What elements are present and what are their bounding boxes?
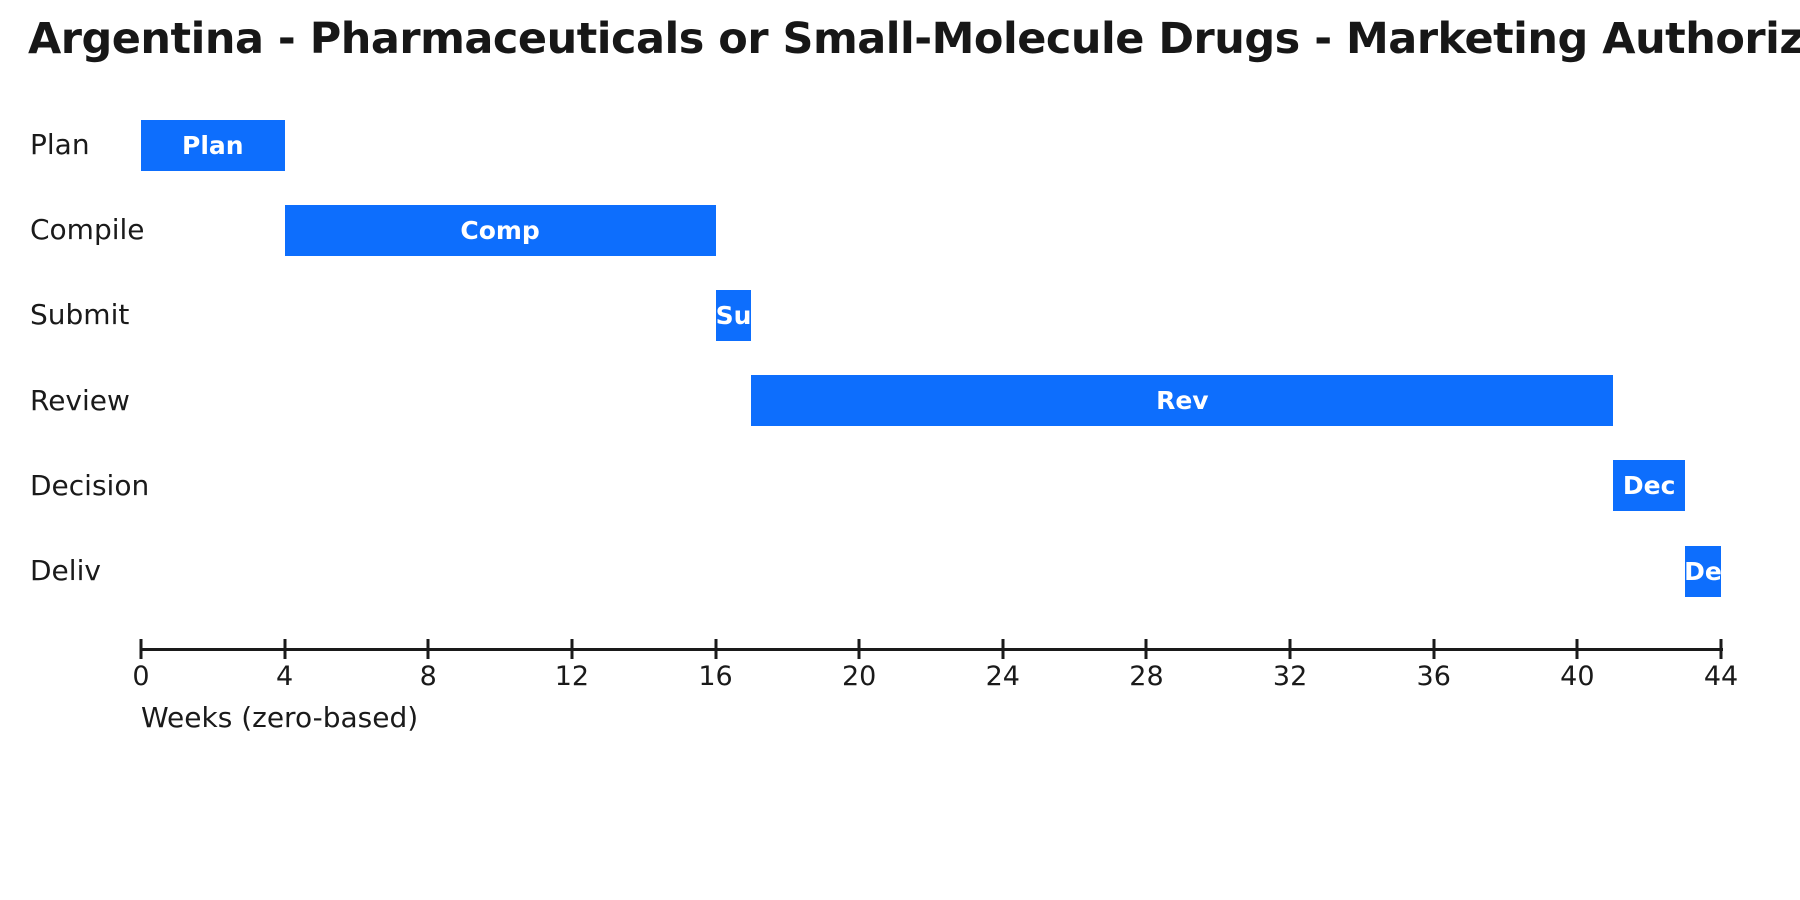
gantt-bar-plan: Plan bbox=[141, 119, 285, 171]
x-axis-tick-label-16: 16 bbox=[698, 661, 733, 692]
row-label-decision: Decision bbox=[30, 468, 150, 502]
x-axis-tick-24 bbox=[1001, 639, 1005, 659]
x-axis-label: Weeks (zero-based) bbox=[141, 701, 419, 734]
x-axis-tick-label-32: 32 bbox=[1272, 661, 1308, 692]
gantt-bar-review: Rev bbox=[751, 375, 1614, 427]
x-axis-tick-20 bbox=[857, 639, 861, 659]
bar-label-review: Rev bbox=[1156, 386, 1209, 416]
x-axis-tick-8 bbox=[426, 639, 430, 659]
chart-title: Argentina - Pharmaceuticals or Small-Mol… bbox=[28, 14, 1800, 64]
row-label-plan: Plan bbox=[30, 128, 90, 161]
x-axis-tick-label-44: 44 bbox=[1703, 661, 1739, 692]
gantt-bar-decision: Dec bbox=[1613, 460, 1686, 512]
x-axis-tick-40 bbox=[1575, 639, 1579, 659]
x-axis-tick-label-8: 8 bbox=[419, 661, 437, 692]
x-axis-tick-0 bbox=[139, 639, 143, 659]
x-axis-tick-4 bbox=[283, 639, 287, 659]
x-axis-tick-label-12: 12 bbox=[554, 661, 590, 692]
bar-label-compile: Comp bbox=[460, 215, 540, 245]
x-axis-tick-12 bbox=[570, 639, 574, 659]
bar-label-deliv: De bbox=[1685, 556, 1721, 586]
x-axis-tick-label-36: 36 bbox=[1416, 661, 1451, 692]
row-label-deliv: Deliv bbox=[30, 554, 101, 587]
bar-label-decision: Dec bbox=[1622, 471, 1676, 501]
bar-label-plan: Plan bbox=[182, 130, 244, 160]
x-axis-tick-label-4: 4 bbox=[276, 661, 294, 692]
x-axis-tick-36 bbox=[1432, 639, 1436, 659]
x-axis-tick-label-28: 28 bbox=[1129, 661, 1164, 692]
x-axis-line bbox=[141, 648, 1723, 651]
x-axis-tick-16 bbox=[714, 639, 718, 659]
x-axis-tick-28 bbox=[1144, 639, 1148, 659]
x-axis-tick-32 bbox=[1288, 639, 1292, 659]
x-axis-tick-44 bbox=[1719, 639, 1723, 659]
gantt-bar-compile: Comp bbox=[284, 204, 716, 256]
bar-label-submit: Su bbox=[715, 300, 752, 330]
x-axis-tick-label-0: 0 bbox=[132, 661, 150, 692]
gantt-bar-submit: Su bbox=[715, 289, 752, 341]
x-axis-tick-label-20: 20 bbox=[841, 661, 877, 692]
row-label-review: Review bbox=[30, 383, 130, 417]
x-axis-tick-label-24: 24 bbox=[985, 661, 1020, 692]
gantt-bar-deliv: De bbox=[1685, 545, 1721, 597]
row-label-compile: Compile bbox=[30, 213, 145, 247]
x-axis-tick-label-40: 40 bbox=[1560, 661, 1595, 692]
row-label-submit: Submit bbox=[30, 298, 130, 332]
